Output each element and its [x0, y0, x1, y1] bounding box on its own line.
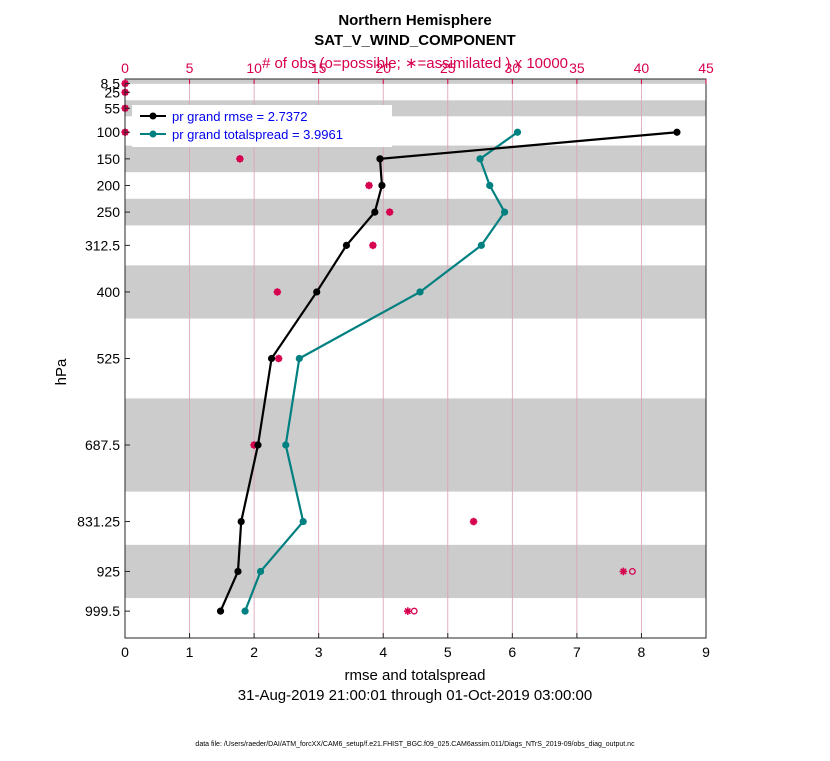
obs-possible-marker	[628, 568, 636, 575]
totalspread-point	[477, 241, 485, 249]
y-tick-label: 687.5	[85, 437, 120, 453]
y-tick-label: 250	[97, 204, 121, 220]
rmse-point	[673, 128, 681, 136]
totalspread-point	[299, 517, 307, 526]
shaded-band	[125, 265, 706, 319]
x-tick-labels: 0 1 2 3 4 5 6 7 8 9	[121, 633, 710, 660]
totalspread-point	[241, 607, 249, 615]
totalspread-point	[500, 208, 509, 216]
obs-assimilated-marker	[469, 517, 478, 526]
totalspread-point	[282, 441, 290, 449]
y-tick-label: 999.5	[85, 603, 120, 619]
x-tick-label: 0	[121, 644, 129, 660]
rmse-point	[313, 288, 321, 296]
y-tick-label: 400	[97, 284, 121, 300]
totalspread-point	[486, 181, 494, 190]
top-tick-label: 45	[698, 60, 714, 76]
totalspread-point	[295, 354, 303, 363]
rmse-point	[237, 517, 245, 526]
top-tick-label: 5	[186, 60, 194, 76]
top-tick-label: 35	[569, 60, 585, 76]
rmse-point	[216, 607, 225, 615]
top-tick-label: 40	[634, 60, 650, 76]
obs-assimilated-marker	[365, 181, 373, 190]
x-tick-label: 3	[315, 644, 323, 660]
y-tick-label: 925	[97, 563, 121, 579]
x-tick-label: 5	[444, 644, 452, 660]
legend-spread-label: pr grand totalspread = 3.9961	[172, 127, 343, 142]
top-axis-label: # of obs (o=possible; ∗=assimilated ) x …	[262, 55, 568, 72]
x-tick-label: 8	[638, 644, 646, 660]
data-file-footer: data file: /Users/raeder/DAI/ATM_forcXX/…	[195, 741, 635, 748]
plot-background	[125, 79, 706, 638]
shaded-band	[125, 145, 706, 173]
top-tick-label: 25	[440, 60, 456, 76]
y-tick-label: 831.25	[77, 514, 120, 530]
obs-assimilated-marker	[274, 354, 283, 363]
top-tick-label: 0	[121, 60, 129, 76]
y-axis-label: hPa	[53, 358, 70, 385]
obs-assimilated-marker	[273, 288, 282, 296]
y-tick-label: 8.5	[101, 76, 121, 92]
rmse-point	[378, 181, 386, 190]
y-tick-label: 150	[97, 151, 121, 167]
shaded-band	[125, 398, 706, 492]
legend-box	[132, 105, 392, 147]
totalspread-point	[256, 567, 265, 576]
y-tick-label: 55	[104, 100, 120, 116]
rmse-point	[267, 354, 276, 363]
shaded-band	[125, 544, 706, 599]
chart-title: Northern Hemisphere	[338, 12, 491, 29]
obs-assimilated-marker	[385, 208, 394, 216]
x-tick-label: 9	[702, 644, 710, 660]
top-tick-label: 10	[246, 60, 262, 76]
y-tick-label: 312.5	[85, 237, 120, 253]
rmse-point	[342, 241, 351, 249]
x-tick-label: 6	[508, 644, 516, 660]
y-tick-label: 25	[104, 84, 120, 100]
date-range-label: 31-Aug-2019 21:00:01 through 01-Oct-2019…	[238, 687, 592, 704]
legend-rmse-label: pr grand rmse = 2.7372	[172, 109, 308, 124]
x-tick-label: 4	[379, 644, 387, 660]
rmse-point	[371, 208, 379, 216]
data-series	[216, 128, 681, 615]
totalspread-point	[513, 128, 522, 136]
top-tick-labels: 0 5 10 15 20 25 30 35 40 45	[121, 60, 714, 84]
totalspread-point	[416, 288, 424, 296]
obs-assimilated-marker	[236, 155, 244, 163]
top-tick-label: 20	[375, 60, 391, 76]
shaded-band	[125, 198, 706, 226]
obs-assimilated-marker	[369, 241, 377, 250]
rmse-point	[234, 567, 242, 576]
y-tick-label: 525	[97, 351, 121, 367]
grid-lines	[189, 79, 642, 638]
legend-spread-marker	[149, 130, 157, 138]
legend: pr grand rmse = 2.7372 pr grand totalspr…	[132, 105, 392, 147]
top-tick-label: 30	[505, 60, 521, 76]
top-tick-label: 15	[311, 60, 327, 76]
obs-assimilated-marker	[403, 607, 412, 615]
x-tick-label: 7	[573, 644, 581, 660]
rmse-point	[254, 441, 262, 449]
y-tick-label: 200	[97, 177, 121, 193]
totalspread-point	[476, 155, 484, 163]
rmse-point	[376, 155, 384, 163]
chart-subtitle: SAT_V_WIND_COMPONENT	[314, 32, 515, 49]
x-axis-label: rmse and totalspread	[345, 667, 486, 684]
x-tick-label: 1	[186, 644, 194, 660]
obs-assimilated-marker	[619, 567, 628, 576]
y-tick-label: 100	[97, 124, 121, 140]
shaded-band	[125, 79, 706, 84]
legend-rmse-marker	[149, 112, 157, 120]
x-tick-label: 2	[250, 644, 258, 660]
